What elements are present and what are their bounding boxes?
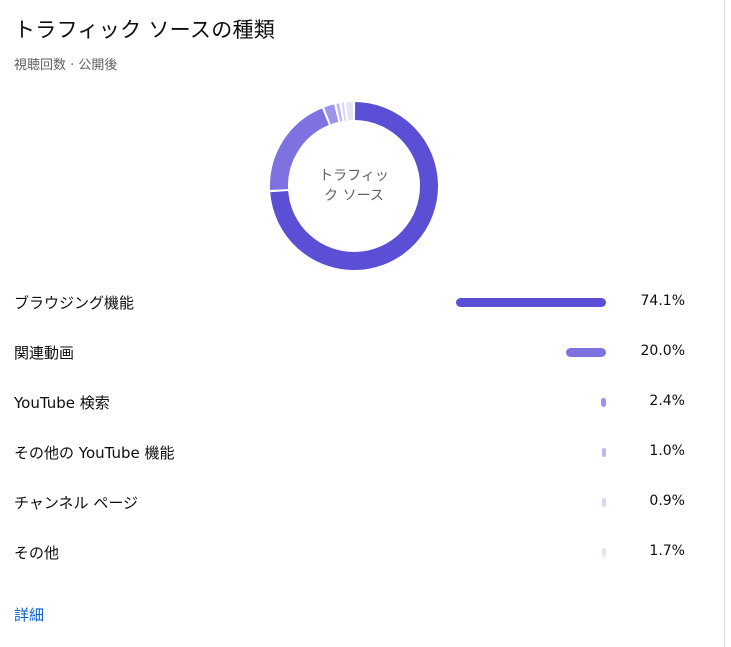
traffic-source-row: その他 1.7% [0,528,725,578]
card-title: トラフィック ソースの種類 [14,18,276,42]
traffic-source-bar [456,298,606,307]
traffic-source-row: 関連動画 20.0% [0,328,725,378]
traffic-source-value: 20.0% [640,343,685,359]
traffic-source-label: その他 [14,544,60,562]
donut-slice[interactable] [270,102,438,270]
traffic-source-bar [601,398,606,407]
donut-slice[interactable] [336,103,343,122]
traffic-source-bar [565,348,606,357]
donut-chart: トラフィック ソース [268,100,440,272]
traffic-source-label: ブラウジング機能 [14,294,135,312]
traffic-source-label: チャンネル ページ [14,494,139,512]
traffic-source-bar [602,548,606,557]
traffic-source-row: その他の YouTube 機能 1.0% [0,428,725,478]
traffic-source-row: チャンネル ページ 0.9% [0,478,725,528]
traffic-source-value: 1.7% [649,543,685,559]
donut-slice[interactable] [324,104,339,125]
traffic-source-label: 関連動画 [14,344,75,362]
traffic-source-value: 2.4% [649,393,685,409]
traffic-source-value: 0.9% [649,493,685,509]
donut-chart-svg [270,102,438,270]
traffic-source-label: YouTube 検索 [14,394,110,412]
details-link[interactable]: 詳細 [14,606,45,624]
traffic-source-value: 1.0% [649,443,685,459]
donut-slice[interactable] [270,108,330,190]
traffic-source-list: ブラウジング機能 74.1% 関連動画 20.0% YouTube 検索 2.4% その他の… [0,278,725,578]
traffic-source-label: その他の YouTube 機能 [14,444,175,462]
traffic-source-bar [602,448,606,457]
traffic-source-row: ブラウジング機能 74.1% [0,278,725,328]
traffic-source-row: YouTube 検索 2.4% [0,378,725,428]
traffic-source-bar [602,498,606,507]
traffic-source-value: 74.1% [640,293,685,309]
card-subtitle: 視聴回数 · 公開後 [14,58,118,73]
